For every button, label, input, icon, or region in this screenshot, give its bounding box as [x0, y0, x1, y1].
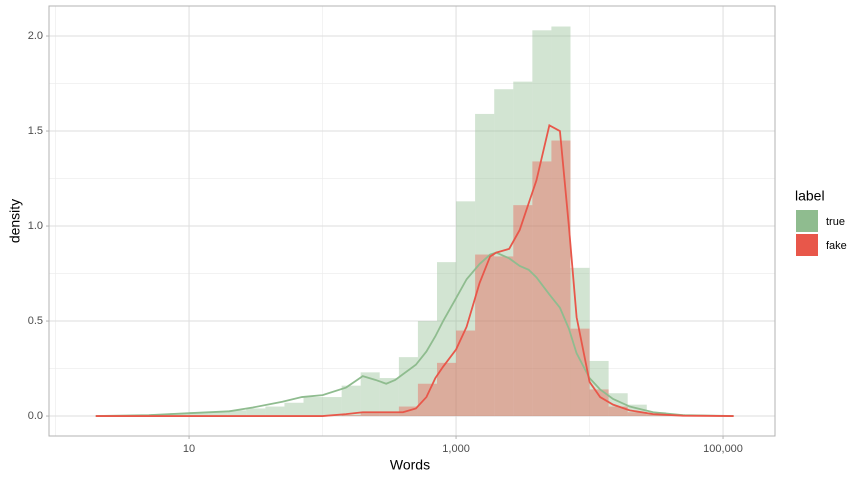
histogram-bar: [551, 26, 571, 417]
histogram-bar: [227, 410, 247, 417]
density-lines: [95, 123, 734, 417]
x-axis-title: Words: [390, 457, 430, 473]
histogram-bar: [303, 397, 323, 417]
histogram-bar: [456, 201, 476, 417]
histogram-bar: [494, 256, 514, 417]
histogram-bar: [608, 406, 628, 417]
histogram-bar: [513, 81, 533, 417]
histogram-bar: [284, 402, 304, 417]
x-tick-label: 1,000: [442, 443, 470, 455]
histogram-bar: [379, 378, 399, 417]
x-tick-label: 100,000: [703, 443, 743, 455]
histogram-bar: [417, 383, 438, 417]
histogram-bar: [360, 372, 380, 417]
histogram-bar: [170, 413, 190, 417]
histogram-bar: [341, 385, 361, 417]
legend-key: [796, 210, 818, 232]
histogram-bar: [475, 254, 495, 417]
axes: 10 1,000 100,000 0.0 0.5 1.0 1.5 2.0: [28, 30, 743, 455]
histogram-bar: [189, 412, 209, 417]
y-tick-label: 0.5: [28, 315, 43, 327]
y-tick-label: 0.0: [28, 410, 43, 422]
histogram-bar: [456, 330, 476, 417]
histogram-bar: [360, 412, 380, 417]
histogram-bar: [589, 389, 609, 417]
histogram-bar: [379, 412, 399, 417]
histogram-bar: [208, 412, 228, 417]
legend-title: label: [795, 188, 825, 204]
y-tick-label: 1.0: [28, 220, 43, 232]
histogram-bar: [398, 357, 418, 417]
legend-label: fake: [826, 240, 847, 252]
histogram-bar: [265, 406, 285, 417]
y-tick-label: 2.0: [28, 30, 43, 42]
histogram-bar: [322, 397, 342, 417]
histogram-bar: [513, 205, 533, 417]
histogram-bar: [475, 113, 495, 417]
histogram-bar: [494, 89, 514, 417]
histogram-bar: [532, 30, 552, 417]
legend-label: true: [826, 216, 845, 228]
histogram-bar: [341, 415, 361, 417]
histogram-bar: [437, 262, 457, 417]
legend: true fake: [796, 210, 847, 256]
grid: [49, 6, 775, 436]
legend-key: [796, 234, 818, 256]
histogram-bar: [627, 404, 647, 417]
y-tick-label: 1.5: [28, 125, 43, 137]
histogram-bar: [417, 321, 438, 417]
histogram-bar: [532, 161, 552, 417]
histogram-bar: [627, 412, 647, 417]
y-axis-title: density: [7, 199, 23, 243]
bars: [131, 26, 704, 417]
panel-border: [48, 5, 776, 437]
histogram-bar: [437, 362, 457, 417]
x-tick-label: 10: [183, 443, 195, 455]
histogram-bar: [246, 408, 266, 417]
density-line: [95, 123, 734, 417]
histogram-bar: [551, 140, 571, 417]
